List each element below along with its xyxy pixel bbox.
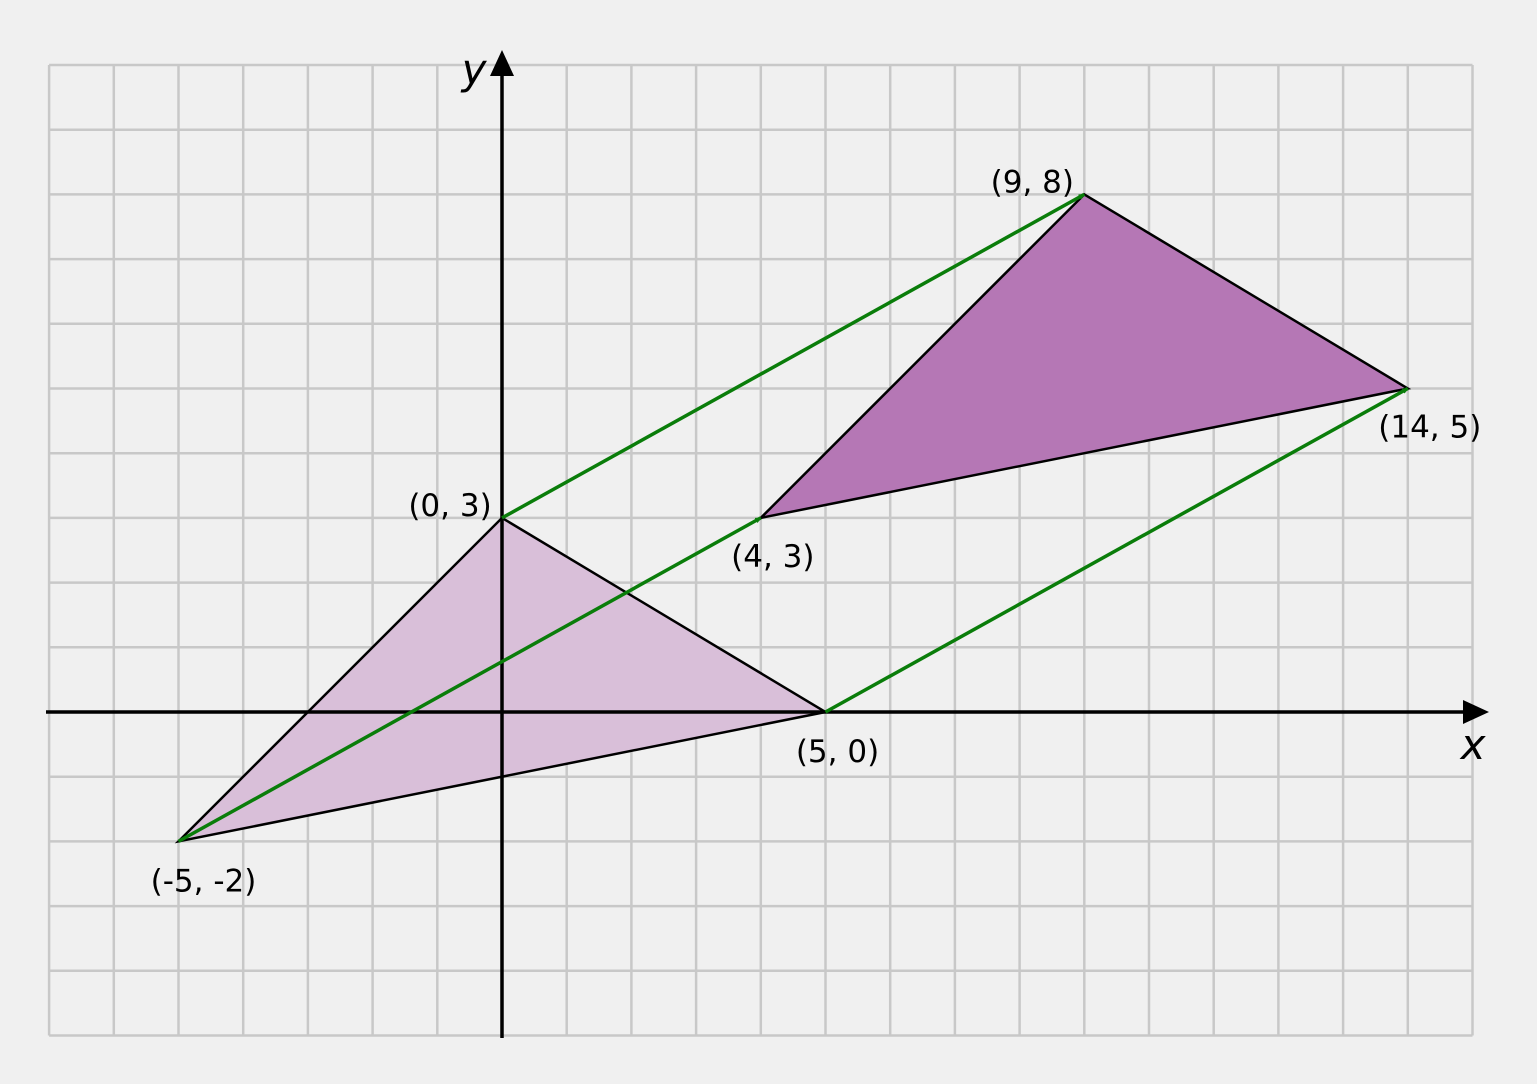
- vertex-labels: (-5, -2) (0, 3) (5, 0) (4, 3) (9, 8) (14, 5): [151, 164, 1482, 899]
- vertex-label: (4, 3): [731, 539, 814, 575]
- vertex-label: (-5, -2): [151, 863, 257, 899]
- translated-triangle: [756, 192, 1412, 520]
- x-axis-arrow-icon: [1463, 700, 1489, 724]
- vertex-label: (9, 8): [991, 164, 1074, 200]
- vertex-label: (0, 3): [408, 488, 491, 524]
- x-axis-label: x: [1459, 720, 1487, 769]
- translation-vectors: [177, 192, 1409, 843]
- axes: [46, 50, 1489, 1038]
- y-axis-arrow-icon: [490, 50, 514, 76]
- y-axis-label: y: [460, 45, 488, 94]
- translation-vector-arrow: [501, 192, 1086, 520]
- vertex-label: (14, 5): [1378, 410, 1481, 446]
- translation-vector-arrow: [824, 386, 1409, 714]
- vertex-label: (5, 0): [796, 734, 879, 770]
- translation-vector-arrow: [177, 516, 762, 843]
